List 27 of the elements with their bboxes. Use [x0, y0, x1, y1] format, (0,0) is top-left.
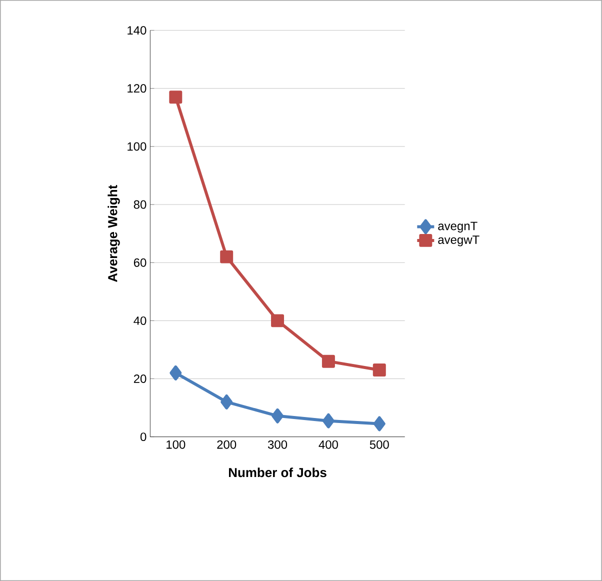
point — [322, 354, 335, 368]
y-tick-label: 140 — [128, 26, 146, 35]
point — [322, 413, 334, 428]
point — [170, 365, 182, 380]
x-tick-label: 400 — [318, 440, 338, 449]
x-tick-label: 300 — [268, 440, 288, 449]
legend-label: avegnT — [438, 222, 478, 233]
point — [271, 314, 284, 328]
y-tick-label: 120 — [128, 84, 146, 93]
legend-label: avegwT — [438, 236, 480, 246]
y-tick-label: 80 — [134, 200, 146, 209]
point — [272, 408, 284, 424]
point — [220, 250, 234, 264]
x-tick-label: 500 — [370, 440, 389, 449]
y-tick-label: 60 — [134, 258, 146, 267]
x-axis-title: Number of Jobs — [228, 468, 326, 478]
y-tick-label: 40 — [134, 316, 146, 325]
y-tick-label: 0 — [140, 432, 146, 442]
point — [220, 394, 233, 410]
y-tick-label: 20 — [134, 374, 146, 383]
y-tick-label: 100 — [128, 142, 146, 151]
point — [169, 90, 182, 104]
point — [372, 364, 386, 377]
x-tick-label: 200 — [217, 440, 236, 449]
point — [373, 416, 386, 432]
y-axis-title: Average Weight — [108, 185, 120, 282]
x-tick-label: 100 — [166, 440, 186, 449]
